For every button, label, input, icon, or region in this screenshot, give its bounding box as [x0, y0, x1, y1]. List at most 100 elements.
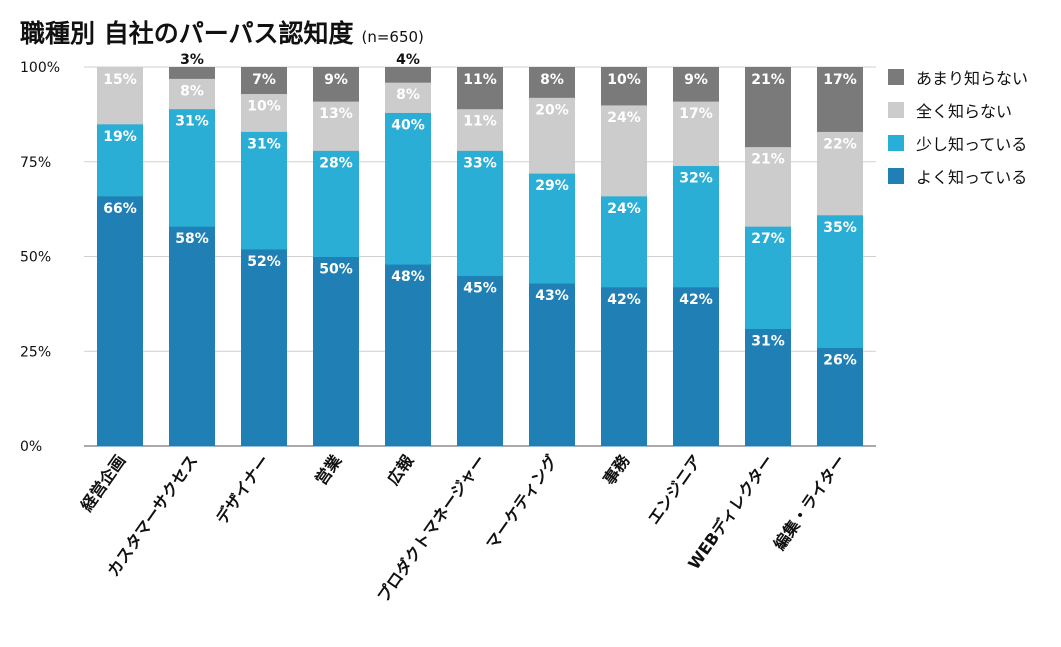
category-label: 事務 [599, 451, 633, 489]
data-label: 22% [823, 136, 857, 152]
data-label: 28% [319, 155, 353, 171]
data-label: 31% [175, 114, 209, 130]
data-label: 58% [175, 231, 209, 247]
category-label: 編集・ライター [770, 451, 849, 553]
bar-segment [385, 82, 431, 113]
bar-segment [745, 146, 791, 227]
y-tick-label: 25% [20, 344, 51, 360]
data-label: 19% [103, 129, 137, 145]
chart-title: 職種別 自社のパーパス認知度 (n=650) [20, 14, 424, 50]
bar-segment [313, 67, 359, 102]
y-tick-label: 75% [20, 155, 51, 171]
bar-segment [817, 67, 863, 132]
data-label: 7% [252, 72, 276, 88]
legend: あまり知らない 全く知らない 少し知っている よく知っている [888, 60, 1028, 192]
data-label: 21% [751, 152, 785, 168]
bar-segment [817, 347, 863, 447]
bar-segment [385, 264, 431, 447]
category-label: エンジニア [644, 451, 705, 527]
bar-segment [745, 328, 791, 447]
legend-item: よく知っている [888, 159, 1028, 192]
chart-title-text: 職種別 自社のパーパス認知度 [20, 19, 354, 48]
bar-segment [673, 67, 719, 102]
bar-segment [97, 195, 143, 447]
data-label: 52% [247, 254, 281, 270]
bar-segment [529, 67, 575, 98]
category-label: マーケティング [482, 451, 561, 553]
chart-subtitle: (n=650) [361, 28, 424, 46]
data-label: 10% [607, 72, 641, 88]
data-label: 50% [319, 262, 353, 278]
bar-segment [745, 67, 791, 148]
data-label: 40% [391, 117, 425, 133]
bars: 66% 19% 15% 58% 31% 8% 3% 52% 31% 10% 7% 50% 28% 13% 9… [97, 52, 863, 447]
data-label: 10% [247, 99, 281, 115]
bar-segment [673, 101, 719, 167]
bar-segment [241, 93, 287, 132]
data-label: 35% [823, 220, 857, 236]
legend-swatch [888, 101, 904, 118]
data-label: 29% [535, 178, 569, 194]
legend-label: 少し知っている [916, 134, 1028, 154]
data-label: 31% [247, 136, 281, 152]
data-label: 11% [463, 72, 497, 88]
legend-label: あまり知らない [916, 68, 1029, 88]
category-label: 経営企画 [77, 451, 129, 514]
data-label: 24% [607, 201, 641, 217]
bar-segment [457, 150, 503, 276]
bar-segment [601, 67, 647, 106]
data-label: 31% [751, 334, 785, 350]
bar-segment [817, 214, 863, 348]
bar-segment [601, 104, 647, 197]
data-label: 42% [607, 292, 641, 308]
data-label: 8% [540, 72, 564, 88]
data-label: 45% [463, 280, 497, 296]
data-label: 27% [751, 231, 785, 247]
y-tick-label: 100% [20, 60, 60, 76]
bar-segment [241, 131, 287, 250]
bar-segment [385, 67, 431, 83]
data-label: 3% [180, 52, 204, 68]
legend-label: 全く知らない [916, 101, 1013, 121]
data-label: 33% [463, 155, 497, 171]
bar-segment [97, 67, 143, 125]
data-label: 42% [679, 292, 713, 308]
data-label: 43% [535, 288, 569, 304]
bar-segment [817, 131, 863, 216]
bar-segment [241, 67, 287, 95]
bar-segment [97, 123, 143, 197]
legend-label: よく知っている [916, 167, 1028, 187]
legend-swatch [888, 68, 904, 85]
data-label: 15% [103, 72, 137, 88]
bar-segment [169, 226, 215, 447]
data-label: 32% [679, 171, 713, 187]
bar-segment [601, 286, 647, 447]
data-label: 13% [319, 106, 353, 122]
bar-segment [169, 67, 215, 79]
bar-segment [385, 112, 431, 265]
bar-segment [745, 226, 791, 330]
bar-segment [529, 97, 575, 174]
y-tick-label: 0% [20, 439, 42, 455]
bar-segment [529, 173, 575, 284]
bar-segment [529, 283, 575, 447]
legend-swatch [888, 167, 904, 184]
data-label: 17% [679, 106, 713, 122]
bar-segment [457, 108, 503, 151]
bar-segment [169, 108, 215, 227]
data-label: 9% [324, 72, 348, 88]
bar-segment [313, 150, 359, 257]
bar-segment [313, 101, 359, 151]
legend-item: あまり知らない [888, 60, 1028, 93]
data-label: 8% [396, 87, 420, 103]
bar-segment [601, 195, 647, 288]
data-label: 4% [396, 52, 420, 68]
data-label: 66% [103, 201, 137, 217]
bar-segment [313, 256, 359, 447]
data-label: 17% [823, 72, 857, 88]
y-axis: 0% 25% 50% 75% 100% [20, 60, 60, 455]
bar-segment [457, 67, 503, 110]
category-label: 広報 [383, 451, 417, 489]
legend-swatch [888, 134, 904, 151]
